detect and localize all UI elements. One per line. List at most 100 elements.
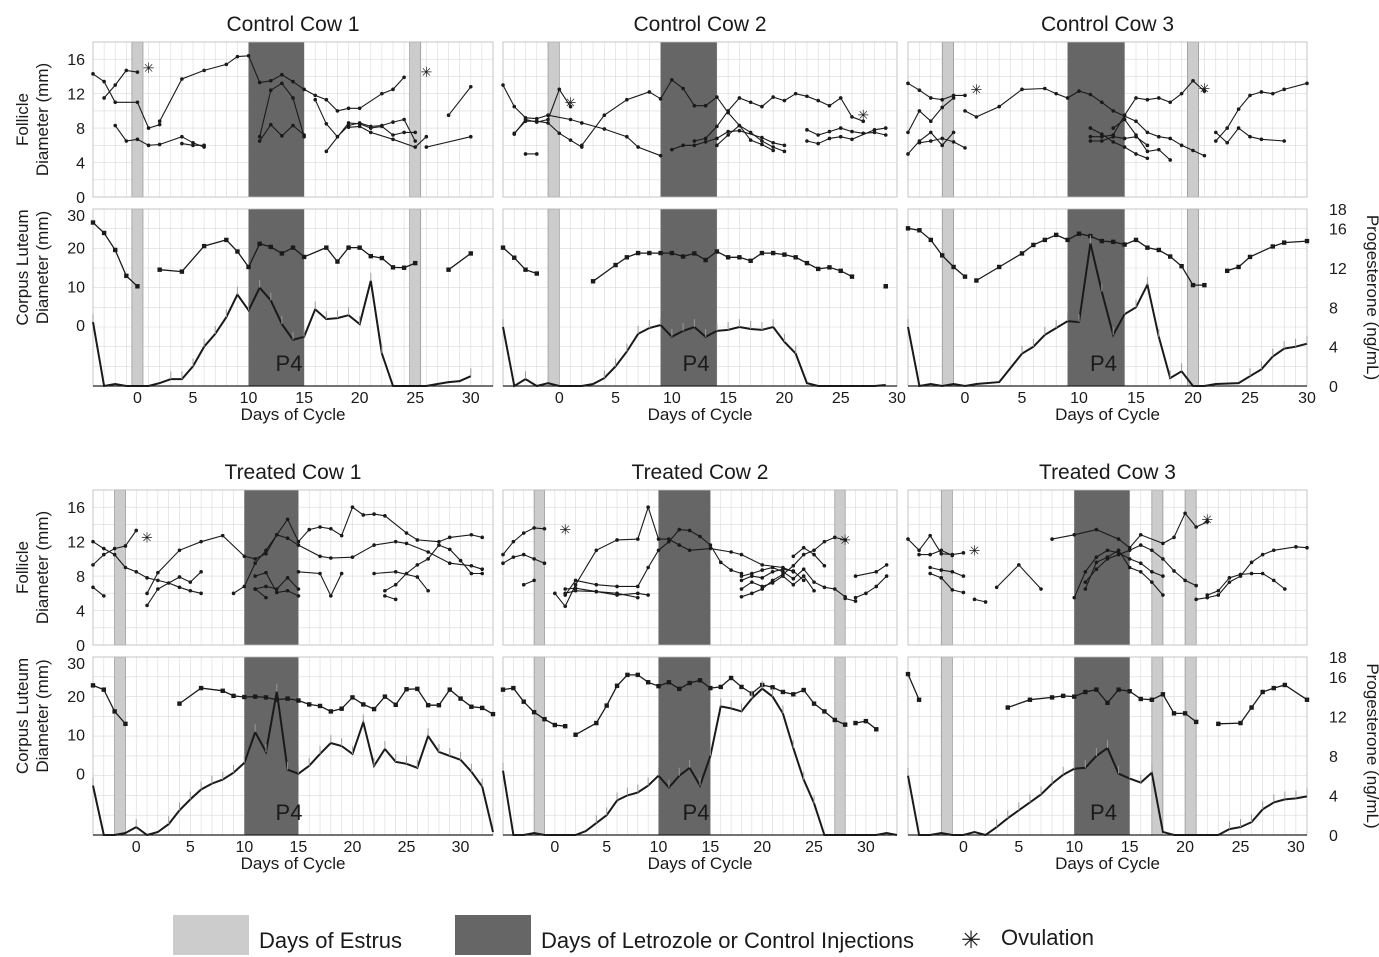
follicle-point [415,538,420,542]
p4-line [502,687,898,836]
follicle-point [1271,548,1276,553]
follicle-point [180,134,184,139]
follicle-point [1100,132,1104,136]
follicle-point [134,570,139,574]
x-tick-label: 15 [290,839,308,856]
follicle-track [298,571,343,598]
follicle-point [692,103,697,108]
cl-track [592,250,853,282]
follicle-point [415,563,420,567]
follicle-point [146,126,151,130]
cl-point [224,237,229,243]
follicle-point [906,130,910,135]
x-tick-label: 15 [295,390,313,407]
cl-point [770,250,776,256]
follicle-point [771,140,775,145]
follicle-point [1111,109,1115,113]
follicle-point [715,143,719,148]
p4-tick-label: 18 [1329,202,1347,219]
follicle-point [1111,140,1115,144]
follicle-point [1271,578,1276,583]
cl-point [1031,242,1036,248]
follicle-point [1191,148,1195,153]
x-axis-label: Days of Cycle [648,854,753,873]
x-axis-label: Days of Cycle [241,854,346,873]
ovulation-icon: ✳ [1199,81,1211,97]
follicle-point [726,133,730,137]
cl-point [534,271,539,276]
cl-point [1282,682,1288,688]
p4-series [92,683,494,837]
follicle-point [91,72,95,76]
follicle-point [812,548,816,553]
follicle-point [843,538,847,542]
follicle-track [564,529,742,596]
cl-point [328,709,334,714]
follicle-point [1157,96,1161,100]
follicle-point [468,84,473,89]
cl-point [90,683,96,688]
x-tick-label: 0 [961,390,970,407]
cl-point [112,709,117,714]
cl-point [1304,238,1310,244]
cl-point [1094,687,1099,692]
follicle-point [939,548,944,553]
follicle-point [805,139,809,143]
follicle-point [368,130,373,135]
follicle-point [469,571,474,576]
follicle-point [202,68,206,73]
follicle-point [145,591,149,596]
legend-ovulation-label: Ovulation [1001,925,1094,950]
follicle-point [832,535,837,540]
follicle-point [929,139,933,143]
cl-point [563,723,568,729]
y-tick-label: 10 [67,728,85,745]
follicle-point [1100,100,1104,105]
follicle-point [446,113,451,117]
follicle-point [188,580,193,584]
y-tick-label: 30 [67,208,85,225]
follicle-point [124,68,129,73]
cl-point [940,253,945,258]
follicle-point [501,83,505,87]
follicle-point [135,100,140,105]
follicle-point [928,565,932,570]
follicle-point [318,571,322,576]
cl-point [252,694,258,699]
follicle-point [793,91,798,96]
follicle-point [156,578,160,583]
cl-point [1145,245,1150,250]
y-tick-label: 16 [67,52,85,69]
follicle-point [257,80,262,85]
p4-tick-label: 0 [1329,379,1338,396]
follicle-series [91,53,473,154]
follicle-point [402,130,406,135]
follicle-point [1105,548,1110,553]
follicle-point [91,563,95,567]
cl-point [531,709,537,715]
follicle-point [1205,593,1210,597]
follicle-point [146,143,151,148]
p4-series [907,740,1308,837]
x-tick-label: 20 [351,390,369,407]
follicle-point [994,585,999,590]
follicle-track [384,595,396,600]
cl-point [1099,238,1104,244]
x-tick-label: 20 [1184,390,1202,407]
follicle-point [658,97,663,101]
follicle-point [102,552,106,557]
follicle-point [546,121,550,125]
estrus-band [131,208,144,387]
ovulation-icon: ✳ [1201,511,1213,527]
follicle-point [157,119,162,124]
follicle-point [568,138,573,142]
follicle-point [415,575,420,579]
cl-point [1042,237,1047,243]
y-tick-label: 0 [76,318,85,335]
estrus-band [131,41,144,198]
x-tick-label: 5 [186,839,195,856]
cl-point [257,241,262,246]
follicle-point [1145,149,1150,154]
follicle-point [253,587,257,591]
follicle-point [512,131,517,136]
